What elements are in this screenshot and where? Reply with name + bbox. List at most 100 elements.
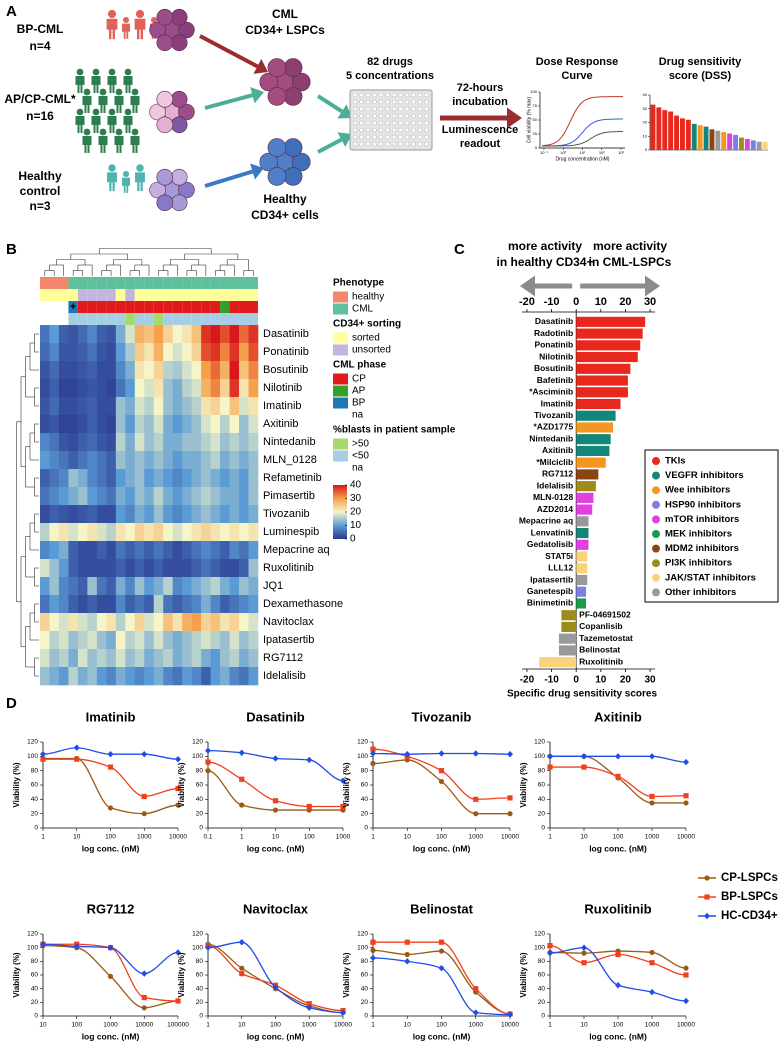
data-point — [306, 756, 313, 764]
cell — [170, 34, 188, 52]
data-point — [205, 759, 211, 765]
data-point — [107, 944, 114, 951]
heatmap-cell — [134, 631, 145, 650]
plate-well — [359, 134, 364, 140]
heatmap-cell — [77, 577, 88, 596]
data-point — [438, 948, 445, 954]
annotation-cell — [191, 289, 202, 301]
bar-label: Belinostat — [579, 645, 620, 655]
heatmap-cell — [68, 523, 79, 542]
bar — [576, 574, 588, 586]
heatmap-cell — [96, 487, 107, 506]
data-point — [404, 958, 411, 965]
cell — [149, 181, 166, 199]
plate-well — [417, 106, 423, 112]
y-tick-label: 40 — [196, 985, 204, 992]
annotation-cell — [96, 313, 107, 325]
bar-label: LLL12 — [548, 563, 573, 573]
heatmap-cell — [115, 433, 126, 452]
bar-label: Axitinib — [542, 445, 573, 455]
mini-tick-label: 75 — [533, 103, 538, 108]
heatmap-cell — [201, 667, 211, 686]
person-icon — [131, 128, 139, 136]
heatmap-cell — [125, 667, 136, 686]
legend-marker — [652, 457, 660, 465]
legend-swatch — [333, 291, 348, 303]
y-tick-label: 60 — [31, 972, 39, 979]
step-label: Luminescence — [442, 124, 518, 136]
x-tick-label: 1 — [548, 834, 552, 841]
bar-label: Mepacrine aq — [519, 516, 573, 526]
bar-label: Bosutinib — [534, 363, 573, 373]
bar — [576, 445, 610, 456]
heatmap-cell — [182, 649, 192, 668]
data-point — [370, 954, 376, 962]
data-point — [438, 939, 445, 945]
x-tick-label: 10 — [404, 1022, 412, 1029]
heatmap-cell — [172, 613, 183, 632]
x-tick-label: 0 — [573, 296, 579, 308]
heatmap-cell — [153, 415, 164, 434]
plate-well — [411, 120, 416, 126]
heatmap-cell — [239, 397, 249, 416]
heatmap-cell — [210, 613, 221, 632]
x-tick-label: 10 — [39, 1022, 47, 1029]
plate-well — [417, 120, 423, 126]
heatmap-cell — [191, 577, 202, 596]
cell — [259, 72, 279, 92]
bar — [558, 645, 577, 656]
annotation-cell — [210, 277, 221, 289]
bar — [576, 516, 589, 527]
heatmap-cell — [172, 397, 183, 416]
heatmap-cell — [115, 667, 126, 686]
heatmap-cell — [96, 559, 107, 578]
plot-title: Ruxolitinib — [584, 901, 651, 916]
heatmap-cell — [248, 577, 259, 596]
person-icon — [122, 170, 130, 178]
heatmap-cell — [106, 667, 117, 686]
heatmap-cell — [68, 469, 79, 488]
bar — [576, 422, 614, 433]
heatmap-cell — [144, 577, 155, 596]
x-tick-label: 1000 — [302, 1022, 317, 1029]
heatmap-cell — [58, 433, 69, 452]
row-label: Imatinib — [263, 400, 302, 412]
legend-label: na — [352, 463, 364, 474]
plate-well — [411, 92, 416, 98]
annotation-cell — [201, 313, 211, 325]
heatmap-cell — [191, 415, 202, 434]
bar-label: Nilotinib — [539, 351, 573, 361]
heatmap-cell — [248, 541, 259, 560]
y-tick-label: 80 — [538, 767, 546, 774]
heatmap-cell — [58, 487, 69, 506]
data-point — [547, 943, 553, 949]
panel-label: D — [6, 695, 17, 712]
heatmap-cell — [153, 397, 164, 416]
heatmap-cell — [49, 397, 60, 416]
arrow-head — [337, 104, 352, 119]
heatmap-cell — [210, 397, 221, 416]
y-tick-label: 100 — [357, 944, 368, 951]
heatmap-cell — [87, 523, 98, 542]
heatmap-cell — [40, 541, 50, 560]
heatmap-cell — [172, 505, 183, 524]
heatmap-cell — [248, 505, 259, 524]
data-point — [141, 994, 147, 1001]
heatmap-cell — [134, 361, 145, 380]
data-point — [141, 793, 147, 800]
heatmap-cell — [106, 487, 117, 506]
plate-well — [424, 92, 429, 98]
heatmap-cell — [77, 343, 88, 362]
heatmap-cell — [172, 451, 183, 470]
data-point — [306, 1001, 312, 1007]
x-axis-title: log conc. (nM) — [589, 1031, 647, 1041]
data-point — [683, 800, 689, 806]
mini-tick-label: 0 — [535, 145, 538, 150]
heatmap-cell — [134, 379, 145, 398]
data-point — [683, 972, 689, 978]
heatmap-cell — [87, 433, 98, 452]
heatmap-cell — [134, 523, 145, 542]
heatmap-cell — [144, 379, 155, 398]
heatmap-cell — [115, 595, 126, 614]
